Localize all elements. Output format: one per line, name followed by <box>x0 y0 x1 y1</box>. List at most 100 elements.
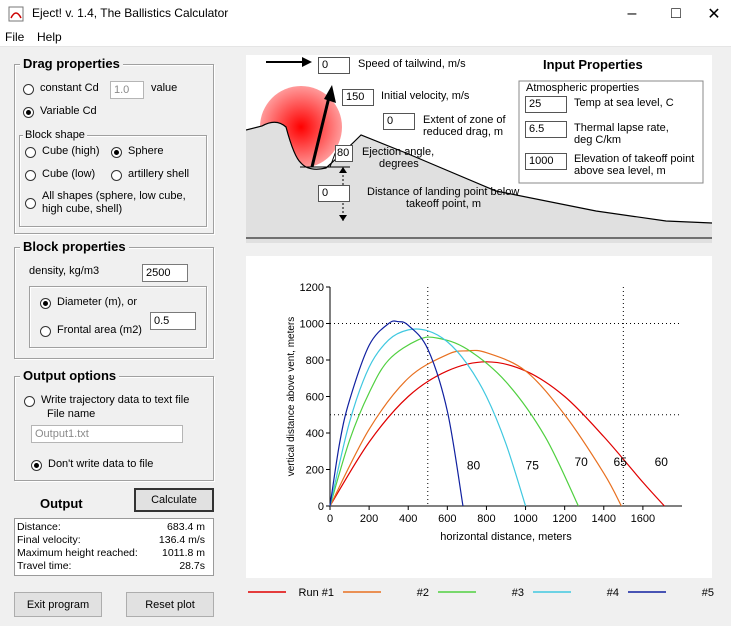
elevation-label-2: above sea level, m <box>574 165 666 177</box>
drag-properties-title: Drag properties <box>20 56 123 71</box>
all-shapes-label-2: high cube, shell) <box>42 203 123 215</box>
angle-label: 80 <box>467 459 481 473</box>
landing-label-1: Distance of landing point below <box>367 186 520 198</box>
dont-write-label: Don't write data to file <box>48 458 154 470</box>
input-diagram: 0 Speed of tailwind, m/s Input Propertie… <box>246 55 712 243</box>
velocity-input[interactable]: 150 <box>342 89 374 106</box>
y-tick-label: 0 <box>318 501 324 513</box>
y-tick-label: 400 <box>306 428 324 440</box>
y-tick-label: 1000 <box>300 319 324 331</box>
menu-help[interactable]: Help <box>37 30 62 44</box>
terrain-outline <box>246 121 712 224</box>
cube-low-radio[interactable] <box>25 170 36 181</box>
angle-label: 75 <box>526 459 540 473</box>
terrain-diagram <box>246 57 712 243</box>
write-file-radio[interactable] <box>24 396 35 407</box>
output-row-velocity: Final velocity: 136.4 m/s <box>17 534 205 546</box>
x-tick-label: 600 <box>438 513 456 525</box>
calculate-button[interactable]: Calculate <box>134 488 214 512</box>
frontal-area-radio[interactable] <box>40 326 51 337</box>
x-tick-label: 800 <box>477 513 495 525</box>
variable-cd-label: Variable Cd <box>40 105 97 117</box>
block-size-input[interactable]: 0.5 <box>150 312 196 330</box>
artillery-shell-radio[interactable] <box>111 170 122 181</box>
menu-file[interactable]: File <box>5 30 25 44</box>
cube-high-radio[interactable] <box>25 147 36 158</box>
minimize-button[interactable]: – <box>627 5 637 22</box>
frontal-area-label: Frontal area (m2) <box>57 324 142 336</box>
cube-low-label: Cube (low) <box>42 168 96 180</box>
tailwind-input[interactable]: 0 <box>318 57 350 74</box>
constant-cd-radio[interactable] <box>23 84 34 95</box>
landing-input[interactable]: 0 <box>318 185 350 202</box>
diameter-label: Diameter (m), or <box>57 296 138 308</box>
legend-label-1: Run #1 <box>299 587 334 599</box>
dont-write-radio[interactable] <box>31 460 42 471</box>
trajectory-plot: 0 200 400 600 800 1000 1200 1400 1600 0 200 400 600 8… <box>246 256 712 578</box>
window-title: Eject! v. 1.4, The Ballistics Calculator <box>32 6 229 20</box>
variable-cd-radio[interactable] <box>23 107 34 118</box>
cube-high-label: Cube (high) <box>42 145 100 157</box>
landing-dim-down <box>339 215 347 221</box>
angle-label-1: Ejection angle, <box>362 146 435 158</box>
density-input[interactable]: 2500 <box>142 264 188 282</box>
tailwind-label: Speed of tailwind, m/s <box>358 58 466 70</box>
diameter-radio[interactable] <box>40 298 51 309</box>
x-tick-label: 1000 <box>513 513 537 525</box>
constant-cd-label: constant Cd <box>40 82 99 94</box>
atmospheric-title: Atmospheric properties <box>524 82 642 94</box>
angle-input[interactable]: 80 <box>335 145 353 162</box>
zone-input[interactable]: 0 <box>383 113 415 130</box>
y-tick-label: 200 <box>306 465 324 477</box>
reset-plot-button[interactable]: Reset plot <box>126 592 214 617</box>
sphere-radio[interactable] <box>111 147 122 158</box>
x-tick-label: 1600 <box>631 513 655 525</box>
menu-bar: File Help <box>0 28 731 47</box>
x-tick-label: 1400 <box>592 513 616 525</box>
block-shape-title: Block shape <box>23 129 87 141</box>
output-results: Distance: 683.4 m Final velocity: 136.4 m/… <box>14 518 214 576</box>
drag-properties-group: Drag properties constant Cd 1.0 value Va… <box>14 56 214 234</box>
angle-label-2: degrees <box>379 158 419 170</box>
exit-program-button[interactable]: Exit program <box>14 592 102 617</box>
maximize-button[interactable]: □ <box>671 5 681 22</box>
y-tick-label: 1200 <box>300 282 324 294</box>
landing-dim-up <box>339 167 347 173</box>
block-size-group: Diameter (m), or Frontal area (m2) 0.5 <box>29 286 207 348</box>
constant-cd-input[interactable]: 1.0 <box>110 81 144 99</box>
all-shapes-label: All shapes (sphere, low cube, <box>42 190 186 202</box>
velocity-arrow <box>310 92 332 168</box>
trajectory-series-1 <box>329 361 665 507</box>
block-properties-title: Block properties <box>20 239 129 254</box>
output-row-distance: Distance: 683.4 m <box>17 521 205 533</box>
file-name-input[interactable]: Output1.txt <box>31 425 183 443</box>
landing-label-2: takeoff point, m <box>406 198 482 210</box>
output-row-max-height: Maximum height reached: 1011.8 m <box>17 547 205 559</box>
terrain-fill <box>246 122 712 243</box>
y-tick-label: 800 <box>306 355 324 367</box>
x-tick-label: 200 <box>360 513 378 525</box>
output-options-group: Output options Write trajectory data to … <box>14 368 214 481</box>
angle-label: 70 <box>574 455 588 469</box>
lapse-label-1: Thermal lapse rate, <box>574 122 669 134</box>
legend-label-3: #3 <box>512 587 524 599</box>
all-shapes-radio[interactable] <box>25 198 36 209</box>
velocity-label: Initial velocity, m/s <box>381 90 470 102</box>
lapse-input[interactable]: 6.5 <box>525 121 567 138</box>
input-properties-title: Input Properties <box>543 57 643 72</box>
legend-label-4: #4 <box>607 587 619 599</box>
block-shape-group: Block shape Cube (high) Sphere Cube (low… <box>19 129 207 227</box>
trajectory-series-2 <box>329 349 622 507</box>
elevation-label-1: Elevation of takeoff point <box>574 153 695 165</box>
output-title: Output <box>40 496 83 511</box>
write-file-label: Write trajectory data to text file <box>41 394 190 406</box>
temp-input[interactable]: 25 <box>525 96 567 113</box>
trajectory-series-3 <box>329 336 579 507</box>
elevation-input[interactable]: 1000 <box>525 153 567 170</box>
x-tick-label: 400 <box>399 513 417 525</box>
sphere-label: Sphere <box>128 145 164 157</box>
trajectory-series-4 <box>329 328 527 507</box>
x-axis-label: horizontal distance, meters <box>440 531 572 543</box>
close-button[interactable]: ✕ <box>707 6 721 23</box>
value-label: value <box>151 82 178 94</box>
